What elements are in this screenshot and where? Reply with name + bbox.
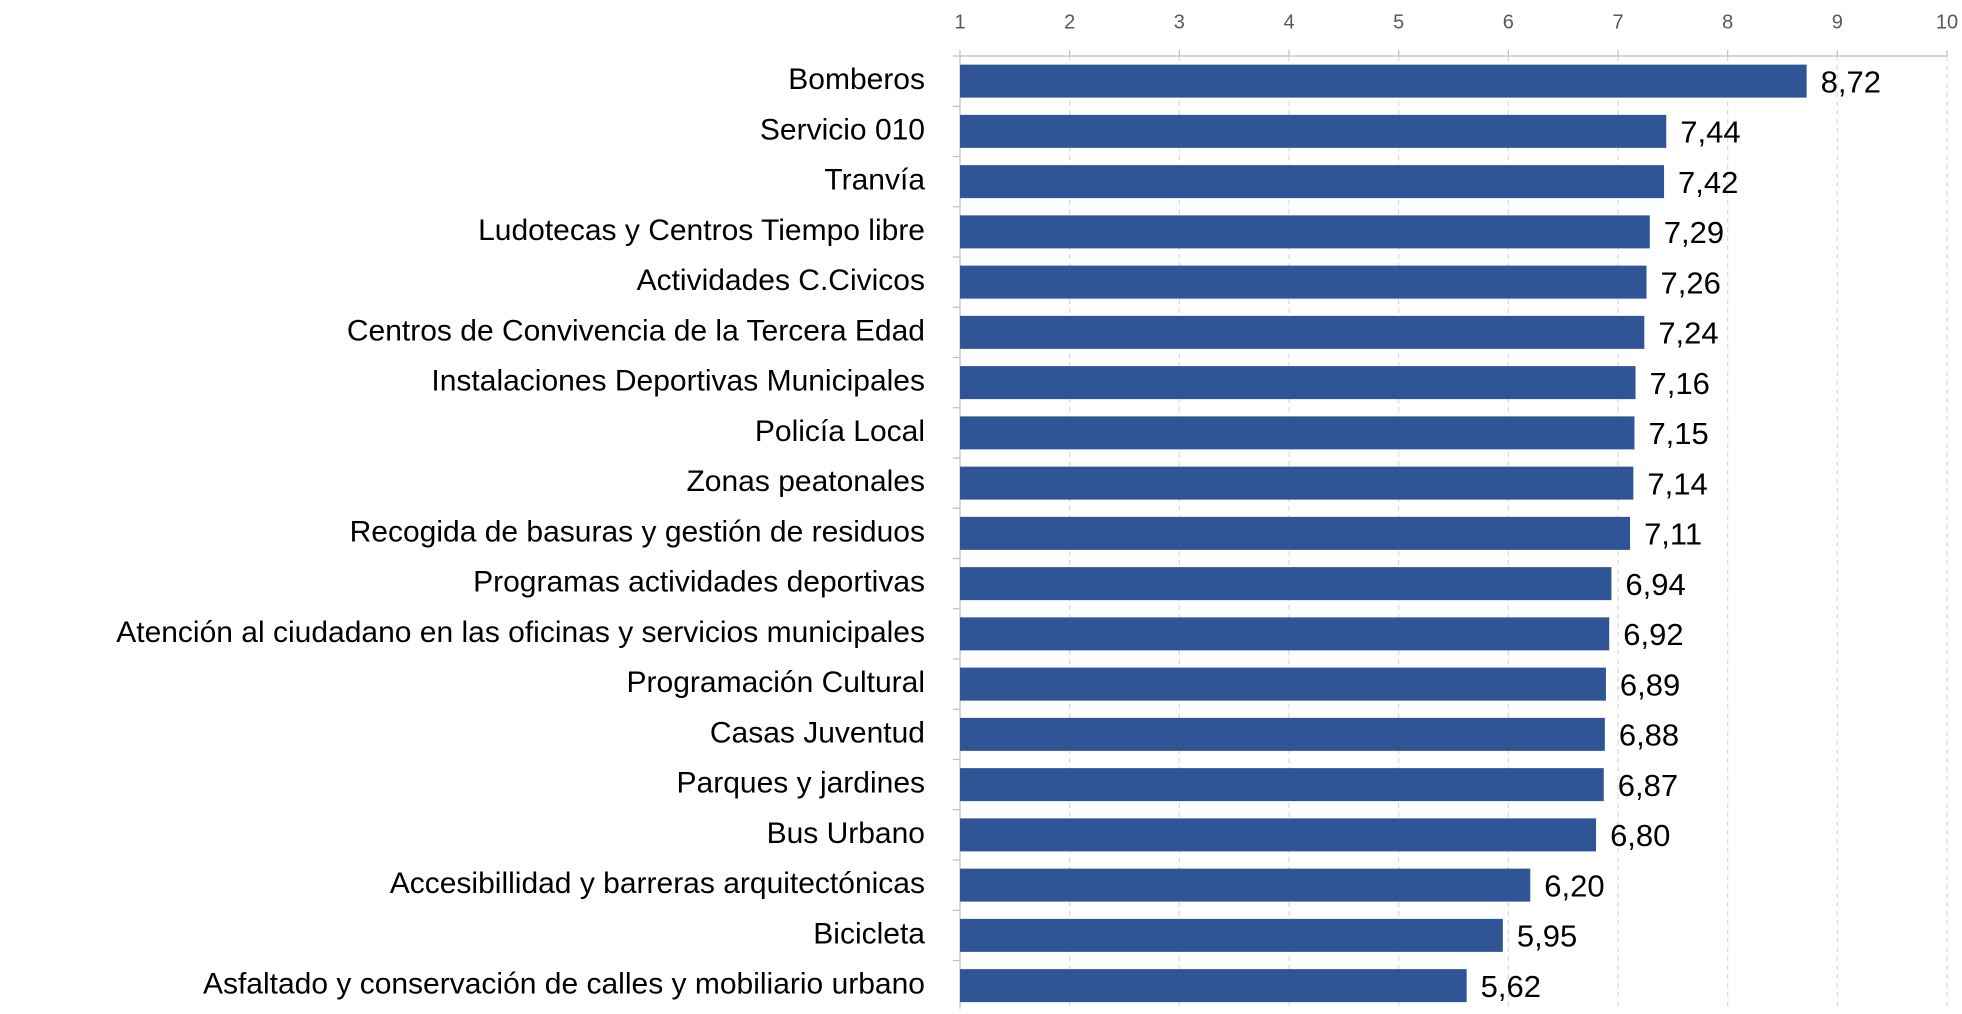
data-label: 7,29 [1664, 215, 1724, 250]
y-tick-label: Asfaltado y conservación de calles y mob… [203, 968, 925, 1001]
x-tick-label: 10 [1936, 11, 1958, 33]
data-label: 6,20 [1544, 868, 1604, 903]
bar [960, 215, 1650, 249]
y-tick-label: Programas actividades deportivas [473, 566, 925, 599]
bar [960, 315, 1645, 349]
y-tick-label: Parques y jardines [677, 767, 925, 800]
bar [960, 265, 1647, 299]
data-label: 6,87 [1618, 768, 1678, 803]
data-label: 7,24 [1658, 316, 1718, 351]
x-tick-label: 7 [1612, 11, 1623, 33]
y-tick-label: Actividades C.Civicos [637, 264, 925, 297]
y-tick-label: Accesibillidad y barreras arquitectónica… [390, 867, 925, 900]
y-tick-label: Ludotecas y Centros Tiempo libre [478, 214, 925, 247]
data-label: 7,14 [1647, 466, 1707, 501]
x-tick-label: 8 [1722, 11, 1733, 33]
bar [960, 466, 1634, 500]
y-tick-label: Recogida de basuras y gestión de residuo… [350, 515, 925, 548]
y-tick-label: Bicicleta [813, 917, 925, 950]
data-label: 6,80 [1610, 818, 1670, 853]
bar [960, 366, 1636, 400]
data-label: 7,11 [1644, 517, 1702, 552]
bar [960, 516, 1631, 550]
bar [960, 918, 1503, 952]
y-tick-label: Policía Local [755, 415, 925, 448]
y-tick-label: Instalaciones Deportivas Municipales [431, 365, 925, 398]
data-label: 6,92 [1623, 617, 1683, 652]
y-tick-label: Tranvía [824, 164, 925, 197]
x-tick-label: 4 [1283, 11, 1294, 33]
bar [960, 969, 1467, 1003]
data-label: 6,89 [1620, 667, 1680, 702]
data-label: 7,15 [1648, 416, 1708, 451]
y-tick-label: Bomberos [788, 63, 925, 96]
x-tick-label: 9 [1832, 11, 1843, 33]
data-label: 6,94 [1625, 567, 1685, 602]
data-label: 8,72 [1821, 64, 1881, 99]
bar [960, 868, 1531, 902]
data-label: 6,88 [1619, 718, 1679, 753]
data-label: 7,26 [1661, 265, 1721, 300]
y-tick-label: Centros de Convivencia de la Tercera Eda… [347, 314, 925, 347]
x-tick-label: 3 [1174, 11, 1185, 33]
bar [960, 64, 1807, 98]
y-tick-label: Atención al ciudadano en las oficinas y … [116, 616, 925, 649]
y-tick-label: Casas Juventud [710, 716, 925, 749]
data-label: 5,95 [1517, 919, 1577, 954]
bar [960, 667, 1606, 701]
bar [960, 165, 1665, 199]
y-tick-label: Servicio 010 [760, 113, 925, 146]
y-tick-label: Programación Cultural [627, 666, 925, 699]
bar [960, 617, 1610, 651]
data-label: 7,44 [1680, 115, 1740, 150]
bar [960, 416, 1635, 450]
x-tick-label: 2 [1064, 11, 1075, 33]
x-tick-label: 6 [1503, 11, 1514, 33]
data-label: 5,62 [1481, 969, 1541, 1004]
y-tick-label: Bus Urbano [767, 817, 925, 850]
bar [960, 114, 1667, 148]
bar [960, 818, 1597, 852]
data-label: 7,42 [1678, 165, 1738, 200]
bar [960, 717, 1605, 751]
bar [960, 768, 1604, 802]
x-tick-label: 1 [954, 11, 965, 33]
data-label: 7,16 [1650, 366, 1710, 401]
y-tick-label: Zonas peatonales [686, 465, 925, 498]
x-tick-label: 5 [1393, 11, 1404, 33]
bar [960, 567, 1612, 601]
